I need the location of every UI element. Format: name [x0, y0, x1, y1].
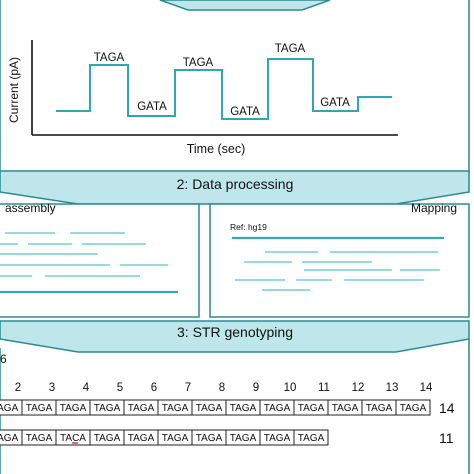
mapping-panel: Mapping Ref: hg19: [209, 201, 470, 318]
ref-label: Ref: hg19: [230, 222, 267, 232]
repeat-cell-label: TACA: [60, 433, 86, 444]
repeat-cell-label: TAGA: [162, 403, 189, 414]
repeat-cell-label: TAGA: [230, 433, 257, 444]
repeat-cell-label: TAGA: [196, 433, 223, 444]
repeat-index-number: 2: [15, 382, 21, 394]
repeat-cell-label: TAGA: [60, 403, 87, 414]
genotype-row-14: TAGA TAGA TAGA TAGA TAGA TAGA TAGA TAGA TAGA TAGA…: [0, 399, 431, 416]
repeat-cell-label: TAGA: [0, 403, 19, 414]
partial-row-label: 6: [0, 352, 7, 366]
y-axis-label: Current (pA): [7, 57, 21, 123]
genotype-row-11: TAGA TAGA TACA TAGA TAGA TAGA TAGA TAGA TAGA TAGA: [0, 429, 329, 446]
signal-panel: Current (pA) Time (sec) TAGA GATA TAGA G…: [0, 0, 470, 174]
repeat-index-number: 9: [253, 382, 259, 394]
x-axis-label: Time (sec): [187, 142, 246, 156]
repeat-cell-label: TAGA: [26, 403, 53, 414]
repeat-index-number: 4: [83, 382, 90, 394]
assembly-panel: assembly: [0, 201, 200, 318]
repeat-index-number: 3: [49, 382, 55, 394]
signal-label-6: GATA: [320, 97, 350, 109]
mapped-reads: [235, 251, 440, 291]
signal-label-3: TAGA: [183, 57, 214, 69]
top-arrow-fragment: [159, 0, 331, 11]
repeat-cell-label: TAGA: [0, 433, 19, 444]
assembly-reads: [0, 232, 168, 277]
repeat-cell-label: TAGA: [298, 433, 325, 444]
repeat-cell-label: TAGA: [298, 403, 325, 414]
repeat-index-number: 7: [185, 382, 191, 394]
repeat-count-row1: 14: [439, 400, 455, 416]
repeat-count-row2: 11: [439, 430, 454, 446]
data-processing-banner: 2: Data processing: [0, 170, 470, 205]
repeat-index-number: 12: [352, 382, 365, 394]
signal-label-2: GATA: [137, 101, 167, 113]
repeat-index-row: 2 3 4 5 6 7 8 9 10 11 12 13 14: [15, 382, 433, 394]
repeat-cell-box: [293, 429, 329, 446]
signal-label-1: TAGA: [94, 52, 125, 64]
repeat-index-number: 5: [117, 382, 123, 394]
repeat-index-number: 13: [386, 382, 399, 394]
repeat-index-number: 10: [284, 382, 297, 394]
repeat-cell-label: TAGA: [94, 403, 121, 414]
repeat-cell-label: TAGA: [128, 403, 155, 414]
signal-label-4: GATA: [230, 106, 260, 118]
str-genotyping-header: 3: STR genotyping: [177, 324, 293, 340]
mapping-panel-border: [209, 203, 470, 318]
repeat-index-number: 6: [151, 382, 157, 394]
repeat-cell-label: TAGA: [264, 433, 291, 444]
repeat-cell-label: TAGA: [94, 433, 121, 444]
repeat-cell-label: TAGA: [128, 433, 155, 444]
repeat-cell-label: TAGA: [400, 403, 427, 414]
current-signal-trace: [56, 58, 392, 120]
mapping-title: Mapping: [411, 201, 457, 215]
assembly-title: assembly: [5, 201, 56, 215]
repeat-cell-label: TAGA: [162, 433, 189, 444]
str-genotyping-arrow: [0, 320, 470, 353]
repeat-cell-label: TAGA: [366, 403, 393, 414]
data-processing-header: 2: Data processing: [177, 176, 294, 192]
repeat-index-number: 14: [420, 382, 433, 394]
repeat-index-number: 8: [219, 382, 225, 394]
str-genotyping-banner: 3: STR genotyping: [0, 320, 470, 353]
repeat-cell-label: TAGA: [264, 403, 291, 414]
repeat-cell-label: TAGA: [26, 433, 53, 444]
repeat-cell-label: TAGA: [332, 403, 359, 414]
repeat-index-number: 11: [318, 382, 330, 394]
assembly-panel-border: [0, 203, 200, 318]
repeat-cell-box: [395, 399, 431, 416]
signal-label-5: TAGA: [275, 43, 306, 55]
repeat-cell-label: TAGA: [196, 403, 223, 414]
repeat-cell-label: TAGA: [230, 403, 257, 414]
